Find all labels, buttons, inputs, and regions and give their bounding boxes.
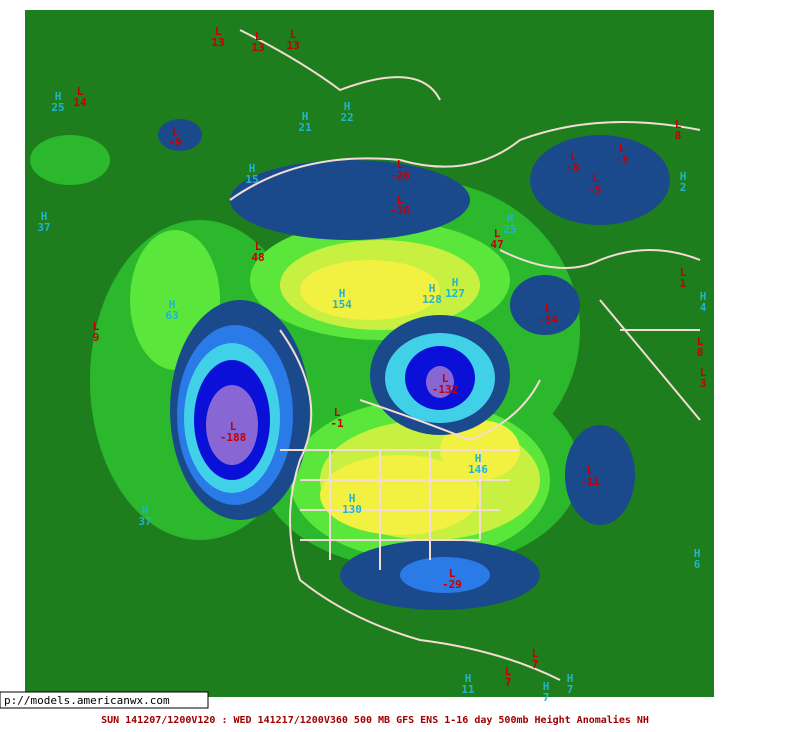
center-value: 9 (93, 331, 100, 344)
center-value: -29 (442, 578, 462, 591)
center-letter: H (344, 100, 351, 113)
center-value: 7 (543, 691, 550, 704)
url-box (0, 691, 209, 709)
center-letter: H (55, 90, 62, 103)
center-letter: H (694, 547, 701, 560)
center-letter: L (675, 118, 682, 131)
center-value: -5 (588, 183, 601, 196)
center-letter: L (172, 125, 179, 138)
center-value: 63 (165, 309, 178, 322)
center-value: 128 (422, 293, 442, 306)
center-value: -9 (168, 136, 181, 149)
center-value: 13 (211, 36, 224, 49)
center-value: 154 (332, 298, 352, 311)
center-value: 48 (251, 251, 264, 264)
center-value: 37 (37, 221, 50, 234)
center-value: 2 (680, 181, 687, 194)
center-letter: L (397, 158, 404, 171)
center-letter: L (505, 665, 512, 678)
center-letter: L (442, 372, 449, 385)
center-value: -11 (580, 475, 600, 488)
center-value: 3 (700, 377, 707, 390)
center-letter: H (680, 170, 687, 183)
center-value: 13 (286, 39, 299, 52)
center-letter: L (494, 227, 501, 240)
center-value: 21 (298, 121, 312, 134)
center-letter: L (697, 335, 704, 348)
center-letter: H (339, 287, 346, 300)
center-letter: H (41, 210, 48, 223)
center-value: 11 (461, 683, 475, 696)
center-letter: L (397, 193, 404, 206)
center-value: 127 (445, 287, 465, 300)
center-value: 15 (245, 173, 258, 186)
center-value: -36 (390, 204, 410, 217)
center-value: -8 (566, 161, 579, 174)
center-value: 6 (694, 558, 701, 571)
center-letter: L (255, 30, 262, 43)
center-value: 8 (675, 129, 682, 142)
center-letter: H (249, 162, 256, 175)
center-letter: L (545, 302, 552, 315)
anomaly-field (25, 10, 714, 697)
center-value: 25 (51, 101, 64, 114)
center-value: -1 (330, 417, 344, 430)
center-letter: H (452, 276, 459, 289)
center-letter: L (619, 142, 626, 155)
center-letter: H (169, 298, 176, 311)
center-letter: L (334, 406, 341, 419)
center-value: 37 (138, 515, 151, 528)
center-letter: H (700, 290, 707, 303)
center-letter: H (567, 672, 574, 685)
center-value: 14 (73, 96, 87, 109)
center-value: -26 (390, 169, 410, 182)
center-letter: H (302, 110, 309, 123)
center-letter: L (700, 366, 707, 379)
center-value: 7 (532, 658, 539, 671)
center-letter: H (475, 452, 482, 465)
center-value: 13 (251, 41, 264, 54)
center-letter: H (465, 672, 472, 685)
center-value: 1 (680, 277, 687, 290)
center-value: 146 (468, 463, 488, 476)
center-letter: L (680, 266, 687, 279)
center-value: -34 (538, 313, 558, 326)
center-letter: L (570, 150, 577, 163)
center-value: 130 (342, 503, 362, 516)
center-letter: H (543, 680, 550, 693)
center-value: 47 (490, 238, 503, 251)
center-letter: L (255, 240, 262, 253)
center-letter: L (215, 25, 222, 38)
center-letter: L (290, 28, 297, 41)
center-value: -5 (615, 153, 628, 166)
center-letter: H (429, 282, 436, 295)
center-value: 4 (700, 301, 707, 314)
center-letter: L (230, 420, 237, 433)
center-letter: H (142, 504, 149, 517)
center-letter: H (349, 492, 356, 505)
url: p://models.americanwx.com (4, 694, 170, 707)
center-letter: L (592, 172, 599, 185)
center-letter: L (93, 320, 100, 333)
center-letter: L (77, 85, 84, 98)
center-letter: L (532, 647, 539, 660)
center-value: -188 (220, 431, 247, 444)
center-letter: L (449, 567, 456, 580)
coastlines (229, 29, 701, 681)
center-value: 7 (505, 676, 512, 689)
caption: SUN 141207/1200V120 : WED 141217/1200V36… (101, 714, 649, 726)
center-letter: L (587, 464, 594, 477)
center-value: 8 (697, 346, 704, 359)
center-value: -132 (432, 383, 459, 396)
center-value: 7 (567, 683, 574, 696)
center-letter: H (507, 212, 514, 225)
center-value: 22 (340, 111, 353, 124)
center-value: 25 (503, 223, 516, 236)
